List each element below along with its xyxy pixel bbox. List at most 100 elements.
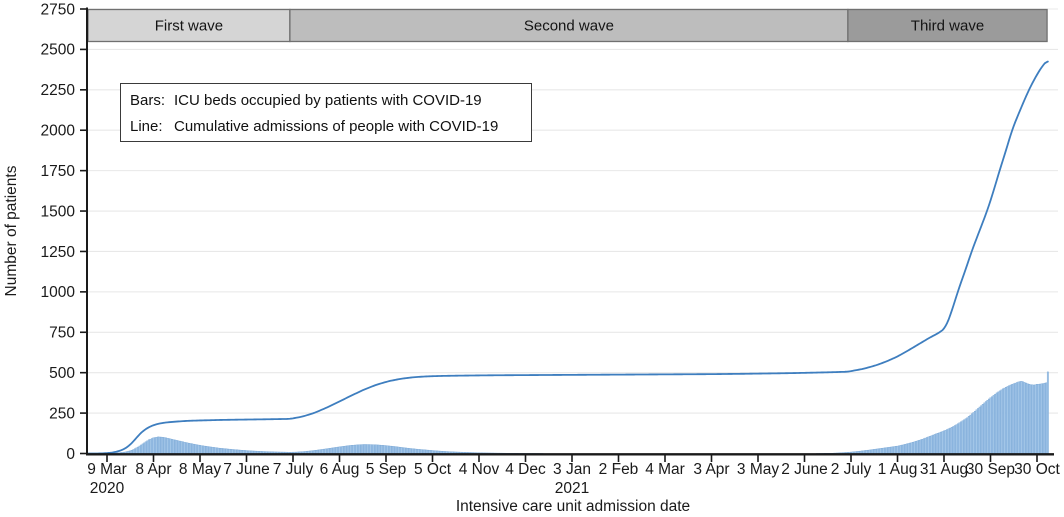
- icu-bar: [865, 450, 868, 454]
- icu-bar: [140, 444, 142, 454]
- icu-bar: [878, 448, 880, 454]
- icu-bar: [989, 397, 992, 454]
- icu-bar: [1022, 381, 1024, 454]
- icu-bar: [247, 450, 249, 454]
- icu-bar: [231, 449, 234, 454]
- y-tick-label: 2250: [41, 82, 76, 99]
- icu-bar: [922, 438, 925, 454]
- icu-bar: [174, 439, 177, 454]
- icu-bar: [1031, 384, 1034, 454]
- icu-bar: [227, 448, 229, 454]
- x-tick-label: 2 Feb: [599, 461, 639, 478]
- icu-bar: [431, 450, 434, 454]
- icu-bar: [884, 447, 886, 454]
- icu-bar: [969, 414, 972, 454]
- x-tick-year-label: 2020: [90, 480, 125, 497]
- icu-bar: [205, 446, 208, 454]
- icu-bar: [966, 417, 969, 454]
- icu-bar: [909, 442, 911, 454]
- icu-bar: [399, 446, 401, 454]
- icu-bar: [1026, 383, 1029, 454]
- icu-bar: [924, 437, 927, 454]
- icu-bar: [1015, 382, 1018, 454]
- icu-bar: [230, 449, 232, 454]
- icu-bar: [944, 429, 947, 454]
- icu-bar: [324, 448, 327, 454]
- x-tick-label: 4 Mar: [645, 461, 685, 478]
- icu-bar: [896, 445, 899, 454]
- icu-bar: [963, 419, 966, 454]
- wave-bands: First wave Second wave Third wave: [87, 8, 1048, 43]
- icu-bar: [1029, 384, 1032, 454]
- icu-bar: [216, 447, 218, 454]
- icu-bar: [316, 449, 319, 454]
- icu-bar: [932, 434, 935, 454]
- icu-bar: [228, 448, 231, 454]
- gridlines: [88, 8, 1058, 414]
- bars-series: [98, 371, 1049, 454]
- icu-bar: [411, 448, 414, 454]
- icu-bar: [927, 436, 930, 454]
- icu-bar: [213, 447, 215, 454]
- icu-bar: [220, 448, 223, 454]
- icu-bar: [185, 442, 187, 454]
- icu-bar: [1033, 384, 1035, 454]
- y-tick-label: 2000: [41, 123, 76, 140]
- icu-bar: [361, 444, 364, 454]
- x-tick-label: 1 Aug: [878, 461, 918, 478]
- icu-bar: [899, 445, 902, 454]
- icu-bar: [388, 445, 390, 454]
- x-tick-label: 3 Jan: [553, 461, 591, 478]
- icu-bar: [876, 448, 879, 454]
- icu-bar: [1039, 383, 1041, 454]
- icu-bar: [974, 410, 976, 454]
- icu-bar: [895, 446, 897, 454]
- icu-bar: [986, 399, 989, 454]
- icu-bar: [141, 443, 144, 454]
- icu-bar: [323, 448, 325, 454]
- icu-bar: [918, 440, 921, 454]
- icu-bar: [374, 444, 377, 454]
- icu-bar: [194, 444, 197, 454]
- icu-bar: [935, 433, 938, 454]
- x-tick-label: 4 Nov: [459, 461, 500, 478]
- icu-bar: [137, 446, 139, 454]
- icu-bar: [202, 445, 204, 454]
- icu-bar: [1036, 384, 1038, 454]
- icu-bar: [958, 422, 961, 454]
- legend-text-bars: ICU beds occupied by patients with COVID…: [174, 92, 482, 109]
- icu-bar: [910, 442, 913, 454]
- icu-bar: [351, 445, 353, 454]
- icu-bar: [245, 450, 248, 454]
- icu-bar: [369, 444, 372, 454]
- icu-bar: [147, 439, 150, 454]
- icu-bar: [400, 447, 403, 454]
- x-tick-label: 5 Oct: [414, 461, 452, 478]
- icu-bar: [368, 444, 370, 454]
- icu-bar: [975, 409, 978, 454]
- icu-bar: [1028, 383, 1031, 454]
- icu-bar: [1006, 386, 1009, 454]
- icu-bar: [912, 442, 914, 454]
- icu-bar: [389, 445, 392, 454]
- icu-bar: [950, 427, 953, 454]
- icu-bar: [211, 446, 214, 454]
- icu-bar: [901, 444, 904, 454]
- icu-bar: [874, 448, 877, 454]
- icu-bar: [135, 447, 138, 454]
- icu-bar: [1020, 381, 1023, 454]
- icu-bar: [428, 450, 431, 454]
- icu-bar: [1019, 381, 1021, 454]
- icu-bar: [236, 449, 239, 454]
- icu-bar: [971, 413, 973, 454]
- icu-bar: [222, 448, 225, 454]
- icu-bar: [199, 445, 201, 454]
- icu-bar: [360, 444, 363, 454]
- icu-bar: [1017, 381, 1020, 454]
- icu-bar: [160, 436, 163, 454]
- icu-bar: [352, 444, 355, 454]
- icu-bar: [943, 430, 945, 454]
- icu-bar: [130, 450, 133, 454]
- icu-bar: [940, 431, 942, 454]
